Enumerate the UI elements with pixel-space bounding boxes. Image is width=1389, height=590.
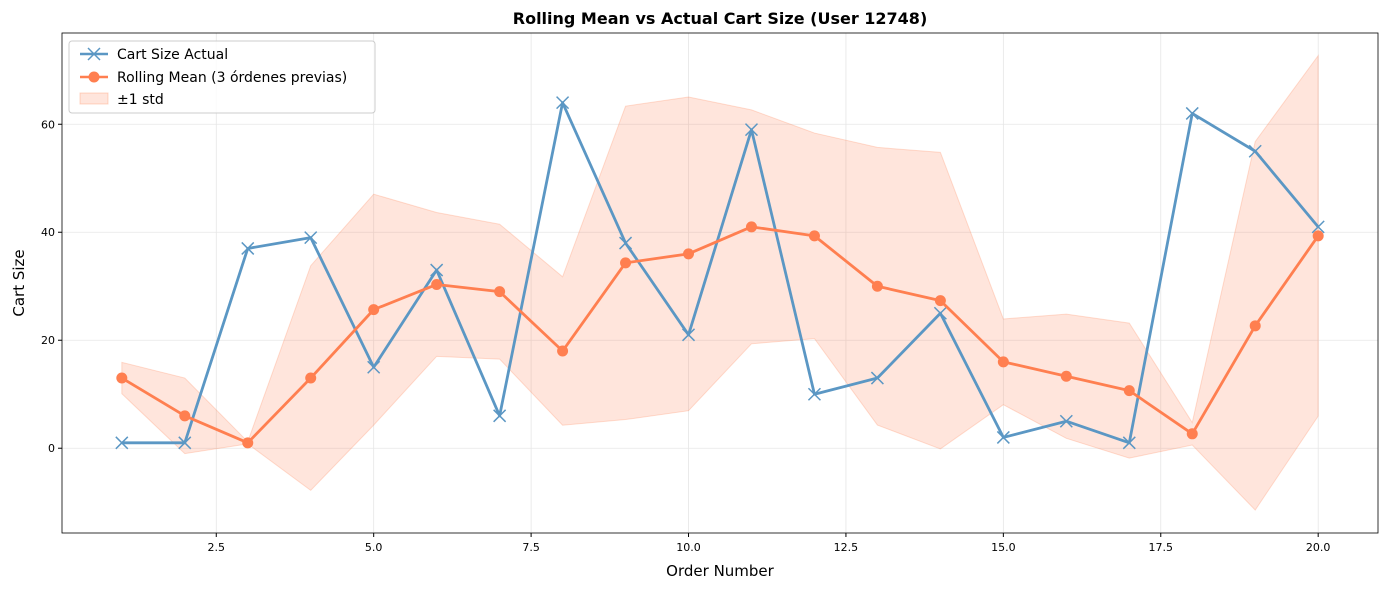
- actual-point: [744, 123, 759, 137]
- actual-point: [681, 328, 696, 342]
- actual-point: [115, 436, 129, 450]
- rolling-mean-point: [1060, 370, 1072, 382]
- rolling-mean-point: [431, 278, 443, 290]
- x-tick-label: 5.0: [365, 541, 383, 554]
- x-axis-label: Order Number: [666, 562, 774, 580]
- rolling-mean-point: [1249, 320, 1261, 332]
- chart-title: Rolling Mean vs Actual Cart Size (User 1…: [513, 9, 928, 28]
- actual-point: [933, 306, 947, 320]
- circle-marker-icon: [88, 71, 100, 83]
- actual-point: [1185, 106, 1199, 120]
- rolling-mean-point: [1123, 385, 1135, 397]
- x-tick-label: 2.5: [208, 541, 226, 554]
- rolling-mean-point: [305, 372, 317, 384]
- y-tick-label: 0: [48, 442, 55, 455]
- x-tick-label: 12.5: [834, 541, 859, 554]
- actual-point: [1248, 144, 1262, 158]
- legend-rolling: Rolling Mean (3 órdenes previas): [117, 70, 347, 86]
- actual-point: [870, 371, 884, 385]
- y-tick-label: 60: [41, 118, 55, 131]
- actual-point: [430, 263, 444, 277]
- rolling-mean-point: [1312, 230, 1324, 242]
- legend: Cart Size Actual Rolling Mean (3 órdenes…: [68, 40, 376, 114]
- plot-frame: [61, 32, 1379, 534]
- x-tick-label: 7.5: [522, 541, 540, 554]
- actual-point: [996, 430, 1010, 444]
- rolling-mean-point: [683, 248, 695, 260]
- actual-point: [304, 231, 318, 245]
- legend-band: ±1 std: [117, 92, 164, 108]
- actual-point: [178, 436, 192, 450]
- rolling-mean-point: [494, 286, 506, 298]
- band-swatch-icon: [79, 92, 109, 105]
- rolling-mean-line: [121, 225, 1320, 445]
- rolling-mean-point: [179, 410, 191, 422]
- actual-point: [367, 360, 381, 374]
- actual-point: [619, 236, 633, 250]
- rolling-mean-point: [808, 230, 820, 242]
- rolling-mean-point: [557, 345, 569, 357]
- x-tick-label: 17.5: [1149, 541, 1174, 554]
- y-tick-label: 40: [41, 226, 55, 239]
- rolling-mean-point: [871, 280, 883, 292]
- actual-point: [1059, 414, 1073, 428]
- rolling-mean-point: [116, 372, 128, 384]
- actual-point: [493, 409, 507, 423]
- y-tick-label: 20: [41, 334, 55, 347]
- y-axis-label: Cart Size: [10, 249, 28, 316]
- actual-point: [1311, 220, 1325, 234]
- actual-line: [121, 101, 1320, 445]
- rolling-mean-point: [242, 437, 254, 449]
- rolling-mean-point: [1186, 428, 1198, 440]
- actual-point: [556, 96, 570, 110]
- rolling-mean-point: [745, 221, 757, 233]
- x-tick-label: 20.0: [1306, 541, 1331, 554]
- actual-point: [241, 241, 255, 255]
- rolling-mean-point: [997, 356, 1009, 368]
- x-marker-icon: [87, 47, 101, 61]
- rolling-mean-point: [368, 304, 380, 316]
- actual-point: [807, 387, 821, 401]
- std-band: [121, 54, 1319, 511]
- x-tick-label: 15.0: [991, 541, 1016, 554]
- rolling-mean-point: [934, 295, 946, 307]
- x-tick-label: 10.0: [676, 541, 701, 554]
- legend-actual: Cart Size Actual: [117, 47, 228, 63]
- rolling-mean-point: [620, 257, 632, 269]
- actual-point: [1122, 436, 1136, 450]
